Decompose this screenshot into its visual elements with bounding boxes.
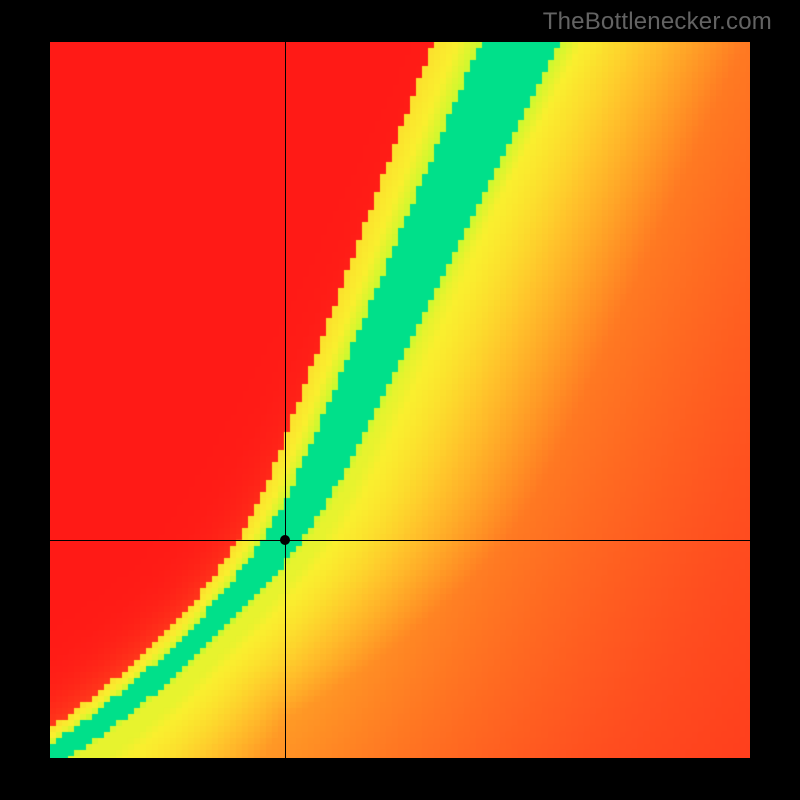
watermark-text: TheBottlenecker.com (543, 8, 772, 36)
crosshair-marker (280, 535, 290, 545)
bottleneck-heatmap (50, 42, 750, 758)
crosshair-horizontal (50, 540, 750, 541)
crosshair-vertical (285, 42, 286, 758)
chart-container: TheBottlenecker.com (0, 0, 800, 800)
plot-area (50, 42, 750, 758)
